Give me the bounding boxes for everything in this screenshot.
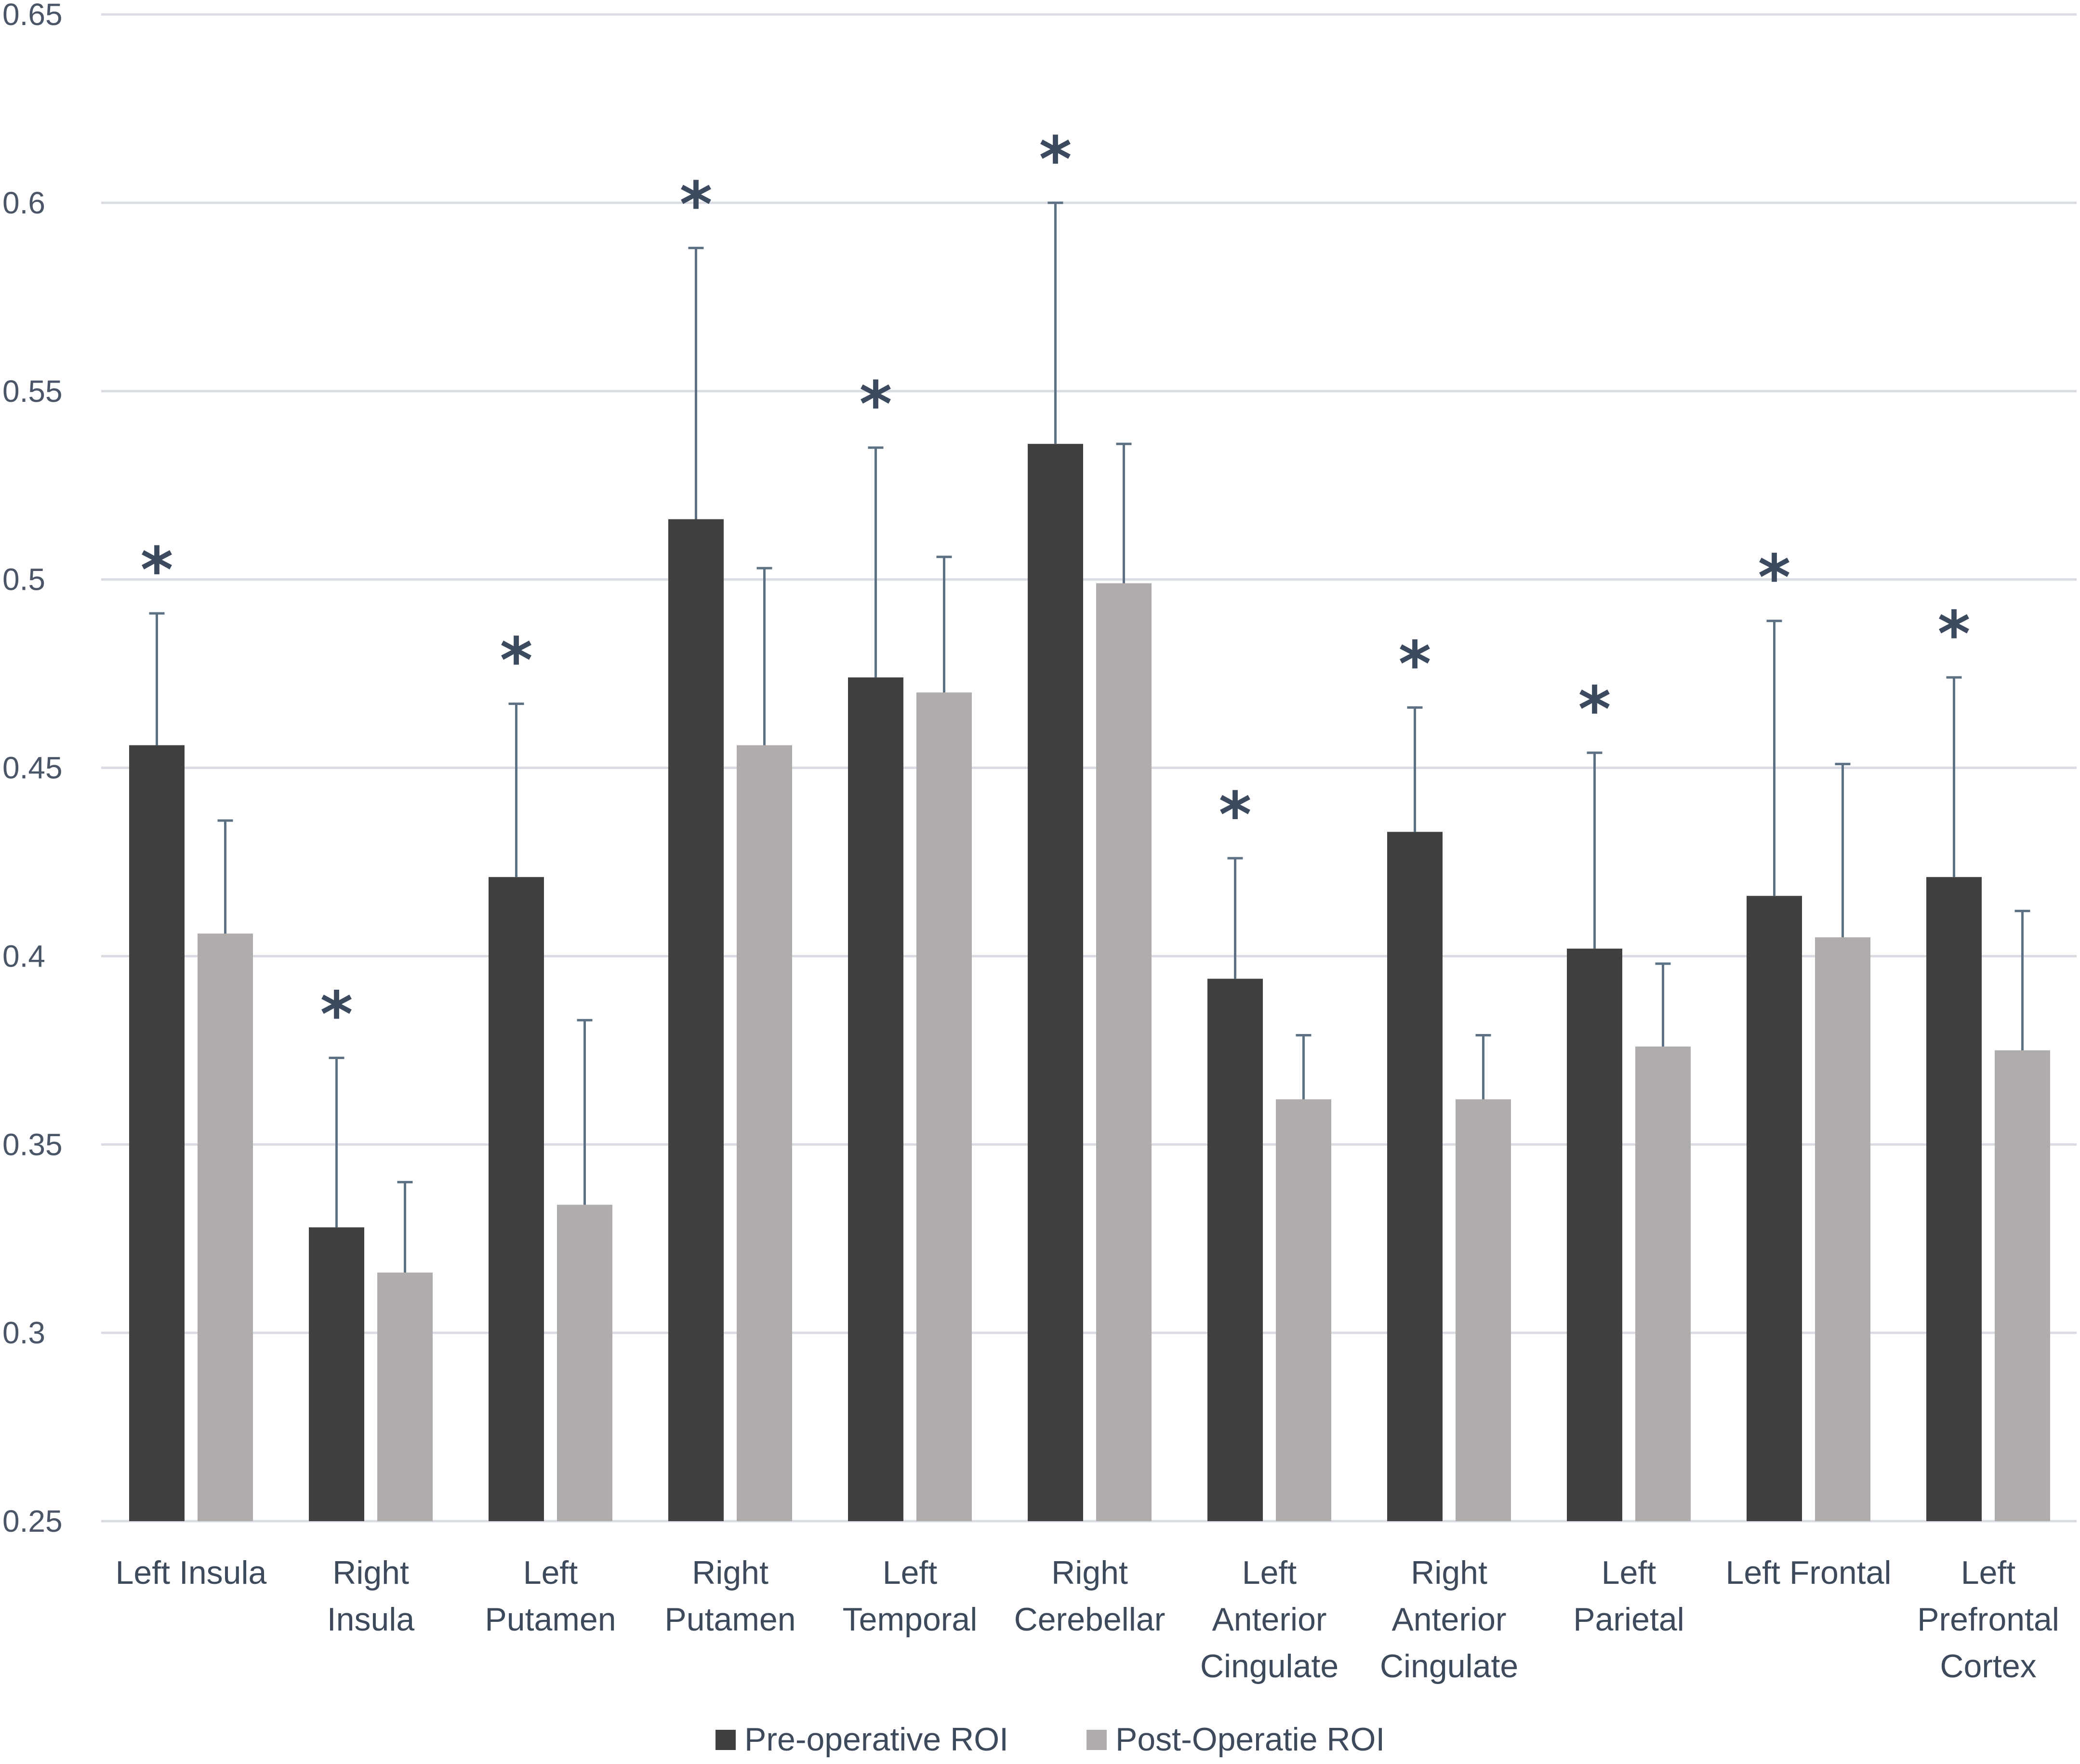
y-tick-label: 0.65 xyxy=(2,0,63,32)
bar-pre-operative xyxy=(1028,444,1083,1521)
y-tick-label: 0.6 xyxy=(2,186,45,220)
y-tick-label: 0.5 xyxy=(2,562,45,597)
bar-pre-operative xyxy=(848,677,903,1521)
x-category-label: Left xyxy=(883,1554,938,1591)
x-category-label: Left xyxy=(1602,1554,1656,1591)
bar-post-operative xyxy=(198,933,253,1521)
bar-post-operative xyxy=(1995,1050,2050,1521)
bar-pre-operative xyxy=(668,519,724,1522)
bar-pre-operative xyxy=(1387,832,1443,1521)
significance-star: * xyxy=(680,168,713,241)
bar-pre-operative xyxy=(1207,979,1263,1521)
bar-post-operative xyxy=(1096,583,1152,1521)
x-category-label: Temporal xyxy=(843,1601,978,1638)
x-category-label: Insula xyxy=(327,1601,415,1638)
significance-star: * xyxy=(1219,778,1252,851)
y-tick-label: 0.35 xyxy=(2,1127,63,1162)
y-tick-label: 0.25 xyxy=(2,1504,63,1539)
significance-star: * xyxy=(860,368,892,441)
significance-star: * xyxy=(1758,541,1791,614)
x-category-label: Right xyxy=(1051,1554,1128,1591)
x-category-label: Left xyxy=(1961,1554,2016,1591)
bar-post-operative xyxy=(737,745,792,1521)
y-axis-ticks: 0.25 0.3 0.35 0.4 0.45 0.5 0.55 0.6 0.65 xyxy=(2,0,63,1539)
significance-star: * xyxy=(1399,627,1431,701)
x-category-label: Right xyxy=(1411,1554,1487,1591)
bar-pre-operative xyxy=(1567,948,1622,1521)
significance-star: * xyxy=(320,978,353,1051)
x-category-label: Prefrontal xyxy=(1917,1601,2059,1638)
significance-star: * xyxy=(500,624,533,697)
bar-pre-operative xyxy=(489,877,544,1521)
y-tick-label: 0.4 xyxy=(2,939,45,973)
bar-pre-operative xyxy=(309,1227,364,1521)
x-category-label: Right xyxy=(332,1554,409,1591)
bar-pre-operative xyxy=(1747,896,1802,1521)
x-category-label: Cingulate xyxy=(1380,1648,1518,1684)
y-tick-label: 0.3 xyxy=(2,1315,45,1350)
x-category-label: Putamen xyxy=(664,1601,795,1638)
x-category-label: Left Insula xyxy=(116,1554,267,1591)
x-category-label: Cerebellar xyxy=(1014,1601,1166,1638)
x-category-label: Left xyxy=(1242,1554,1297,1591)
error-bars xyxy=(149,201,2030,1273)
significance-star: * xyxy=(141,533,173,607)
bar-pre-operative xyxy=(1926,877,1982,1521)
bar-post-operative xyxy=(1815,937,1870,1521)
bar-post-operative xyxy=(1635,1046,1691,1521)
legend-swatch xyxy=(715,1730,736,1750)
x-category-label: Parietal xyxy=(1573,1601,1684,1638)
x-axis-labels: Left Insula Right Insula Left Putamen Right Pu… xyxy=(116,1554,2059,1684)
x-category-label: Putamen xyxy=(485,1601,616,1638)
significance-star: * xyxy=(1938,597,1971,671)
bars xyxy=(129,444,2050,1522)
legend-label: Post-Operatie ROI xyxy=(1115,1721,1385,1758)
y-tick-label: 0.55 xyxy=(2,374,63,409)
bar-post-operative xyxy=(557,1205,612,1521)
significance-markers: * * * * * * * * * * * xyxy=(141,123,1971,1051)
x-category-label: Anterior xyxy=(1212,1601,1326,1638)
legend-label: Pre-operative ROI xyxy=(744,1721,1008,1758)
y-tick-label: 0.45 xyxy=(2,751,63,785)
bar-post-operative xyxy=(1276,1099,1331,1521)
bar-post-operative xyxy=(377,1273,433,1521)
bar-post-operative xyxy=(1456,1099,1511,1521)
legend: Pre-operative ROI Post-Operatie ROI xyxy=(715,1721,1385,1758)
x-category-label: Cingulate xyxy=(1200,1648,1338,1684)
bar-pre-operative xyxy=(129,745,185,1521)
bar-post-operative xyxy=(916,692,972,1521)
x-category-label: Anterior xyxy=(1391,1601,1506,1638)
x-category-label: Left xyxy=(523,1554,578,1591)
x-category-label: Left Frontal xyxy=(1726,1554,1892,1591)
legend-swatch xyxy=(1086,1730,1107,1750)
x-category-label: Cortex xyxy=(1940,1648,2036,1684)
x-category-label: Right xyxy=(692,1554,768,1591)
significance-star: * xyxy=(1039,123,1072,196)
significance-star: * xyxy=(1578,673,1611,746)
